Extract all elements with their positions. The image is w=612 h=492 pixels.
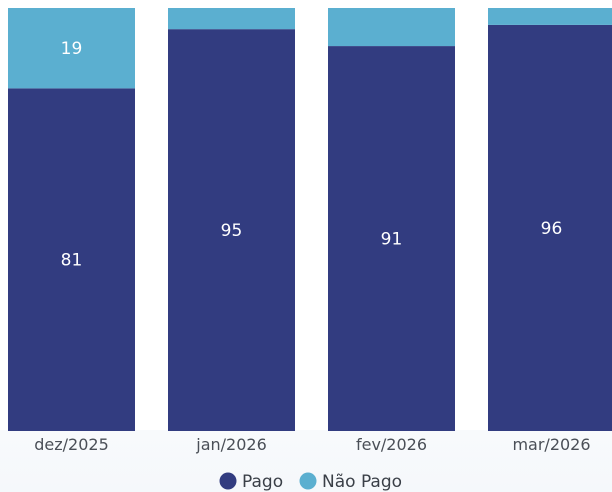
bar-nao-pago-fev-2026[interactable] — [328, 8, 455, 47]
bar-pago-mar-2026[interactable] — [488, 24, 612, 431]
bar-pago-jan-2026[interactable] — [168, 29, 295, 432]
legend-item-pago[interactable]: Pago — [219, 472, 284, 492]
bars-layer — [8, 8, 612, 432]
bar-nao-pago-dez-2025[interactable] — [8, 8, 135, 89]
data-label-pago-fev-2026: 91 — [381, 230, 403, 250]
x-axis-tick-labels: dez/2025 jan/2026 fev/2026 mar/2026 — [34, 435, 590, 454]
legend-marker-nao-pago — [299, 472, 317, 490]
legend-label-pago: Pago — [242, 472, 283, 492]
legend-marker-pago — [219, 472, 237, 490]
x-tick-label-fev-2026: fev/2026 — [356, 435, 427, 454]
bar-pago-dez-2025[interactable] — [8, 88, 135, 432]
legend-item-nao-pago[interactable]: Não Pago — [299, 472, 403, 492]
bar-pago-fev-2026[interactable] — [328, 46, 455, 431]
data-labels-layer: 81 19 95 91 96 — [61, 39, 563, 271]
data-label-pago-mar-2026: 96 — [541, 219, 563, 239]
data-label-pago-dez-2025: 81 — [61, 251, 83, 271]
legend-label-nao-pago: Não Pago — [322, 472, 402, 492]
x-tick-label-mar-2026: mar/2026 — [512, 435, 590, 454]
bar-nao-pago-jan-2026[interactable] — [168, 8, 295, 30]
x-tick-label-dez-2025: dez/2025 — [34, 435, 109, 454]
bar-nao-pago-mar-2026[interactable] — [488, 8, 612, 25]
legend[interactable]: Pago Não Pago — [219, 472, 403, 492]
x-tick-label-jan-2026: jan/2026 — [195, 435, 267, 454]
data-label-nao-pago-dez-2025: 19 — [61, 39, 83, 59]
data-label-pago-jan-2026: 95 — [221, 221, 243, 241]
